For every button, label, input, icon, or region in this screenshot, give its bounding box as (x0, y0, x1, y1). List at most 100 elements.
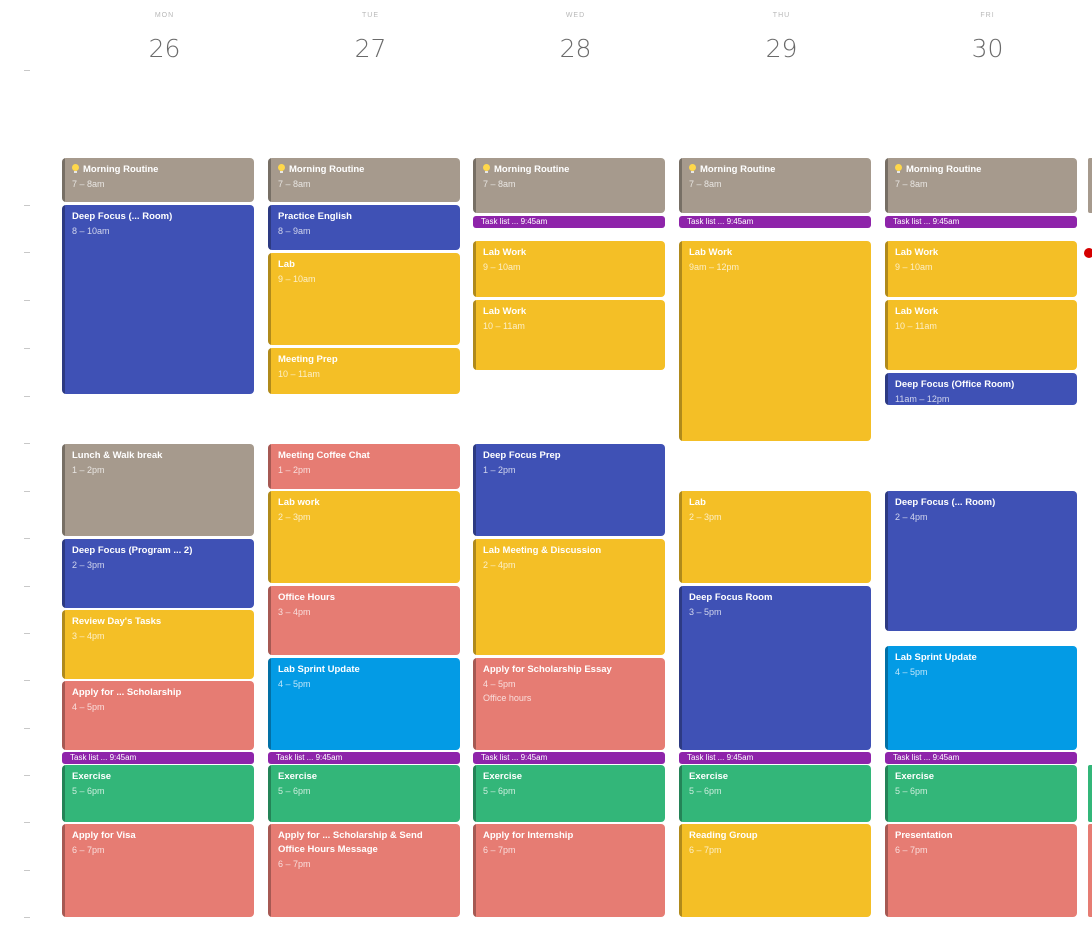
next-day-edge[interactable] (1088, 158, 1092, 213)
task-banner-fri-pm[interactable]: Task list ... 9:45am (885, 752, 1077, 764)
event-visa-mon[interactable]: Apply for Visa 6 – 7pm (62, 824, 254, 917)
event-title: Lab (278, 259, 295, 270)
event-lab-meeting-wed[interactable]: Lab Meeting & Discussion 2 – 4pm (473, 539, 665, 655)
hour-tick (24, 680, 30, 681)
next-day-edge[interactable] (1088, 765, 1092, 822)
event-deep-focus-fri[interactable]: Deep Focus (... Room) 2 – 4pm (885, 491, 1077, 631)
event-note: Office hours (483, 693, 532, 703)
event-title: Deep Focus Room (689, 592, 773, 603)
event-apply-scholarship-mon[interactable]: Apply for ... Scholarship 4 – 5pm (62, 681, 254, 750)
event-practice-english-tue[interactable]: Practice English 8 – 9am (268, 205, 460, 250)
event-deep-focus-wed[interactable]: Deep Focus Prep 1 – 2pm (473, 444, 665, 536)
event-time: 9 – 10am (483, 262, 521, 272)
event-lab-sprint-fri[interactable]: Lab Sprint Update 4 – 5pm (885, 646, 1077, 750)
event-internship-wed[interactable]: Apply for Internship 6 – 7pm (473, 824, 665, 917)
event-title: Lab Work (895, 306, 939, 317)
event-review-mon[interactable]: Review Day's Tasks 3 – 4pm (62, 610, 254, 679)
event-title: Deep Focus (... Room) (895, 497, 996, 508)
event-time: 4 – 5pm (483, 679, 516, 689)
event-morning-routine-tue[interactable]: Morning Routine 7 – 8am (268, 158, 460, 202)
event-time: 8 – 9am (278, 226, 311, 236)
day-date[interactable]: 28 (559, 34, 592, 63)
event-lab-work-wed-1[interactable]: Lab Work 9 – 10am (473, 241, 665, 297)
event-lab-sprint-tue[interactable]: Lab Sprint Update 4 – 5pm (268, 658, 460, 750)
event-lab-work-wed-2[interactable]: Lab Work 10 – 11am (473, 300, 665, 370)
event-time: 5 – 6pm (895, 786, 928, 796)
event-morning-routine-wed[interactable]: Morning Routine 7 – 8am (473, 158, 665, 213)
event-title: Reading Group (689, 830, 758, 841)
event-deep-focus-thu[interactable]: Deep Focus Room 3 – 5pm (679, 586, 871, 750)
event-title: Morning Routine (895, 163, 1069, 177)
event-title: Exercise (483, 771, 523, 782)
event-title: Meeting Prep (278, 354, 338, 365)
event-time: 2 – 4pm (895, 512, 928, 522)
task-banner-thu-pm[interactable]: Task list ... 9:45am (679, 752, 871, 764)
event-deep-focus-mon[interactable]: Deep Focus (... Room) 8 – 10am (62, 205, 254, 394)
event-time: 10 – 11am (895, 321, 937, 331)
event-lab-work-fri-1[interactable]: Lab Work 9 – 10am (885, 241, 1077, 297)
event-deep-focus-program-mon[interactable]: Deep Focus (Program ... 2) 2 – 3pm (62, 539, 254, 608)
event-time: 1 – 2pm (483, 465, 516, 475)
day-date[interactable]: 26 (148, 34, 181, 63)
event-exercise-wed[interactable]: Exercise 5 – 6pm (473, 765, 665, 822)
event-meeting-prep-tue[interactable]: Meeting Prep 10 – 11am (268, 348, 460, 394)
task-banner-tue-pm[interactable]: Task list ... 9:45am (268, 752, 460, 764)
next-day-edge[interactable] (1088, 824, 1092, 917)
task-banner-wed-am[interactable]: Task list ... 9:45am (473, 216, 665, 228)
event-title: Review Day's Tasks (72, 616, 162, 627)
event-time: 6 – 7pm (278, 859, 311, 869)
event-scholarship-essay-wed[interactable]: Apply for Scholarship Essay 4 – 5pm Offi… (473, 658, 665, 750)
event-time: 6 – 7pm (72, 845, 105, 855)
event-title: Lab Work (483, 306, 527, 317)
event-time: 11am – 12pm (895, 394, 950, 404)
event-title: Apply for ... Scholarship & Send Office … (278, 830, 423, 855)
task-banner-fri-am[interactable]: Task list ... 9:45am (885, 216, 1077, 228)
event-title: Practice English (278, 211, 352, 222)
event-title: Apply for Internship (483, 830, 574, 841)
event-title: Lab Sprint Update (895, 652, 977, 663)
event-reading-group-thu[interactable]: Reading Group 6 – 7pm (679, 824, 871, 917)
event-coffee-chat-tue[interactable]: Meeting Coffee Chat 1 – 2pm (268, 444, 460, 489)
event-exercise-tue[interactable]: Exercise 5 – 6pm (268, 765, 460, 822)
event-title: Exercise (689, 771, 729, 782)
event-title: Morning Routine (278, 163, 452, 177)
lightbulb-icon (278, 164, 285, 173)
day-date[interactable]: 27 (354, 34, 387, 63)
event-lunch-mon[interactable]: Lunch & Walk break 1 – 2pm (62, 444, 254, 536)
event-lab-tue[interactable]: Lab 9 – 10am (268, 253, 460, 345)
event-title: Deep Focus (Program ... 2) (72, 545, 193, 556)
event-time: 10 – 11am (483, 321, 525, 331)
event-time: 6 – 7pm (689, 845, 722, 855)
event-lab-thu[interactable]: Lab 2 – 3pm (679, 491, 871, 583)
event-exercise-thu[interactable]: Exercise 5 – 6pm (679, 765, 871, 822)
day-of-week: FRI (980, 12, 995, 19)
event-time: 5 – 6pm (72, 786, 105, 796)
event-exercise-fri[interactable]: Exercise 5 – 6pm (885, 765, 1077, 822)
event-time: 4 – 5pm (895, 667, 928, 677)
event-scholarship-tue[interactable]: Apply for ... Scholarship & Send Office … (268, 824, 460, 917)
event-morning-routine-thu[interactable]: Morning Routine 7 – 8am (679, 158, 871, 213)
event-time: 2 – 4pm (483, 560, 516, 570)
event-time: 6 – 7pm (895, 845, 928, 855)
event-lab-work-tue[interactable]: Lab work 2 – 3pm (268, 491, 460, 583)
event-lab-work-fri-2[interactable]: Lab Work 10 – 11am (885, 300, 1077, 370)
hour-tick (24, 538, 30, 539)
event-lab-work-thu[interactable]: Lab Work 9am – 12pm (679, 241, 871, 441)
event-time: 10 – 11am (278, 369, 320, 379)
hour-tick (24, 443, 30, 444)
event-time: 1 – 2pm (72, 465, 105, 475)
event-presentation-fri[interactable]: Presentation 6 – 7pm (885, 824, 1077, 917)
day-date[interactable]: 29 (765, 34, 798, 63)
event-office-hours-tue[interactable]: Office Hours 3 – 4pm (268, 586, 460, 655)
hour-tick (24, 822, 30, 823)
event-title: Morning Routine (483, 163, 657, 177)
day-date[interactable]: 30 (971, 34, 1004, 63)
event-exercise-mon[interactable]: Exercise 5 – 6pm (62, 765, 254, 822)
event-title: Lab Sprint Update (278, 664, 360, 675)
event-morning-routine-fri[interactable]: Morning Routine 7 – 8am (885, 158, 1077, 213)
task-banner-wed-pm[interactable]: Task list ... 9:45am (473, 752, 665, 764)
task-banner-thu-am[interactable]: Task list ... 9:45am (679, 216, 871, 228)
event-deep-focus-office-fri[interactable]: Deep Focus (Office Room) 11am – 12pm (885, 373, 1077, 405)
task-banner-mon-pm[interactable]: Task list ... 9:45am (62, 752, 254, 764)
event-morning-routine-mon[interactable]: Morning Routine 7 – 8am (62, 158, 254, 202)
